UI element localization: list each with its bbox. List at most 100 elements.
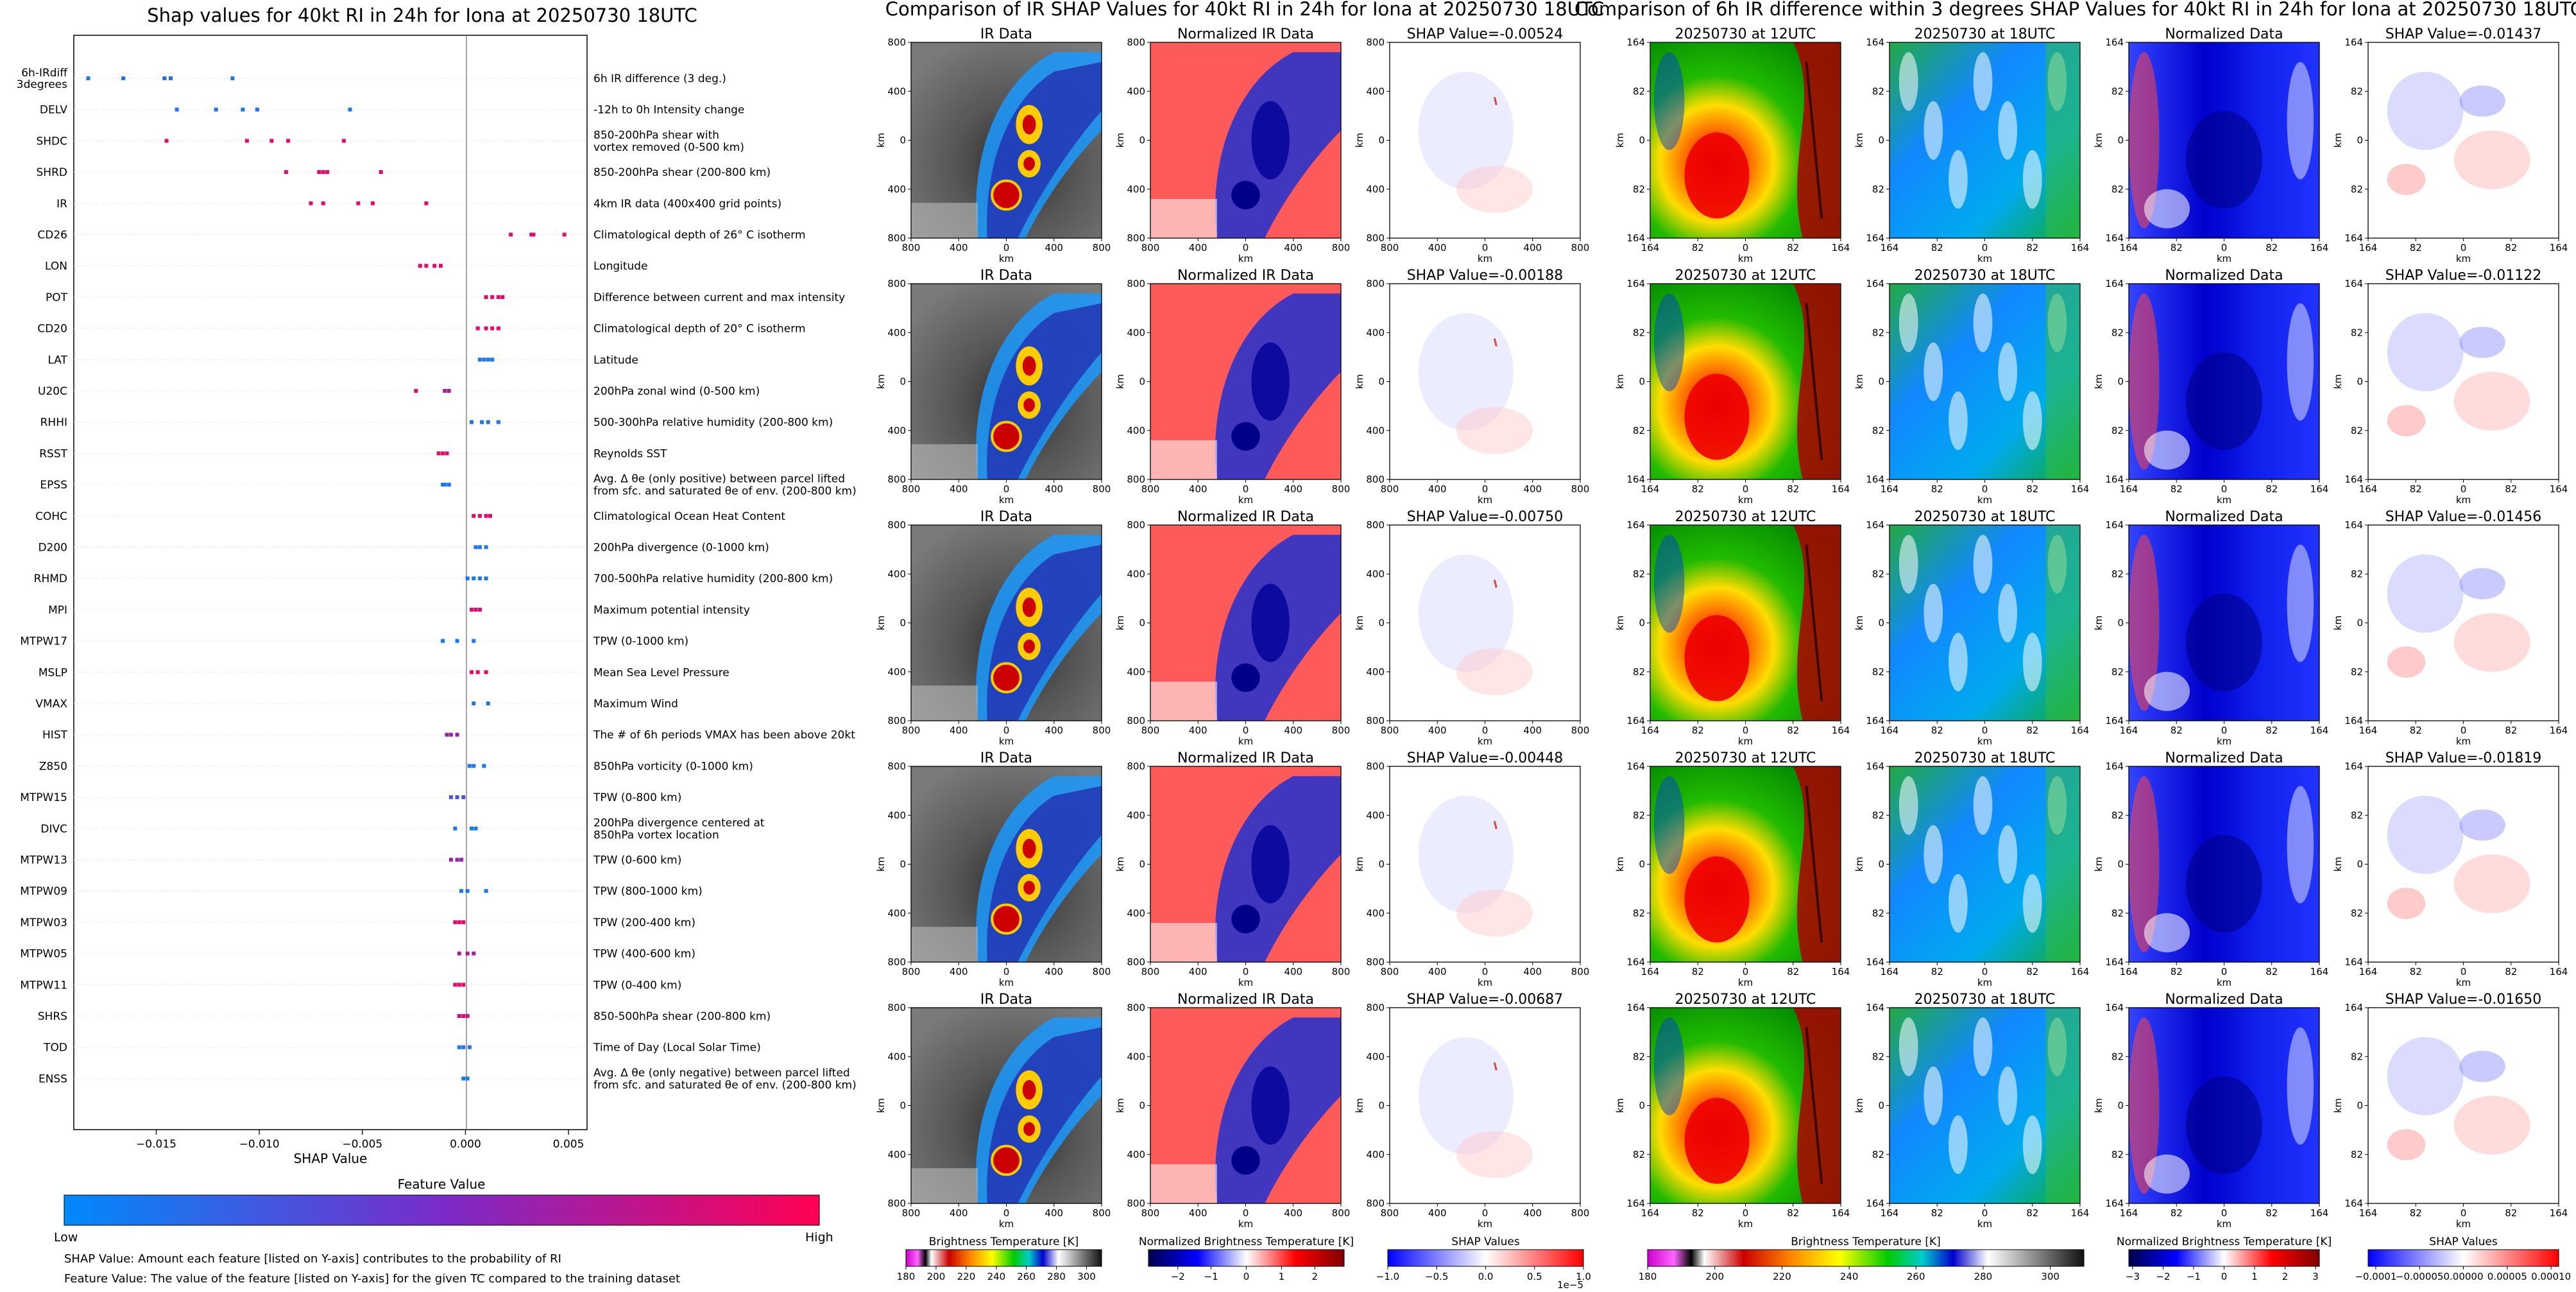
panel-title: 20250730 at 12UTC <box>1675 268 1816 284</box>
panel-title: Normalized IR Data <box>1177 992 1314 1008</box>
feature-description: from sfc. and saturated θe of env. (200-… <box>593 1079 857 1092</box>
panel-y-tick-label: 164 <box>2105 1198 2124 1209</box>
panel-x-tick-label: 82 <box>2171 966 2183 978</box>
panel-x-tick-label: 164 <box>2120 1207 2138 1219</box>
feature-description: 850-200hPa shear (200-800 km) <box>593 166 771 179</box>
feature-row: DELV -12h to 0h Intensity change <box>40 104 744 117</box>
panel-x-tick-label: 0 <box>2221 242 2228 254</box>
panel-y-tick-label: 82 <box>1872 1149 1884 1160</box>
feature-row: Z850 850hPa vorticity (0-1000 km) <box>39 760 753 773</box>
shap-point <box>473 545 478 549</box>
panel-y-tick-label: 400 <box>1127 568 1145 580</box>
panel-y-label: km <box>1354 616 1365 630</box>
feature-description: 850-200hPa shear with <box>593 129 719 142</box>
panel-title: IR Data <box>980 509 1032 525</box>
feature-description: 850hPa vorticity (0-1000 km) <box>593 760 753 773</box>
panel-title: Normalized Data <box>2165 750 2283 766</box>
colorbar-tick-label: 300 <box>1077 1271 1096 1282</box>
panel-x-tick-label: 800 <box>1093 966 1111 978</box>
shap-point <box>441 639 445 643</box>
panel-y-label: km <box>2093 857 2104 872</box>
panel-x-tick-label: 0 <box>1482 483 1488 495</box>
panel-x-tick-label: 0 <box>1982 725 1988 736</box>
panel-x-tick-label: 164 <box>2550 966 2568 978</box>
panel-x-label: km <box>1738 494 1753 506</box>
shap-point <box>477 357 482 362</box>
panel-y-tick-label: 0 <box>2117 617 2124 629</box>
panel-x-tick-label: 400 <box>1428 483 1447 495</box>
panel-title: Normalized Data <box>2165 26 2283 42</box>
panel-x-tick-label: 82 <box>2026 725 2038 736</box>
panel-y-tick-label: 164 <box>1626 278 1645 289</box>
panel-d18: 20250730 at 18UTC1641648282008282164164k… <box>1854 509 2089 747</box>
panel-x-label: km <box>1238 494 1253 506</box>
panel-nir: Normalized IR Data8008004004000040040080… <box>1114 750 1350 988</box>
panel-x-tick-label: 800 <box>1093 242 1111 254</box>
panel-y-tick-label: 400 <box>887 327 906 338</box>
panel-x-tick-label: 400 <box>1189 483 1207 495</box>
panel-image <box>1390 525 1580 721</box>
shap-point <box>448 857 453 862</box>
feature-row: CD20 Climatological depth of 20° C isothe… <box>37 323 805 336</box>
colorbar-tick-label: 180 <box>1639 1271 1657 1282</box>
panel-x-tick-label: 82 <box>2410 966 2422 978</box>
panel-y-tick-label: 82 <box>1872 568 1884 580</box>
panel-y-label: km <box>1354 133 1365 148</box>
summary-x-axis: −0.015 −0.010 −0.005 0.000 0.005 <box>136 1130 584 1151</box>
panel-y-tick-label: 800 <box>1366 519 1385 531</box>
feature-row: COHC Climatological Ocean Heat Content <box>35 510 785 523</box>
panel-y-tick-label: 82 <box>1633 327 1645 338</box>
panel-x-tick-label: 400 <box>1045 966 1063 978</box>
panel-y-label: km <box>2332 133 2344 148</box>
panel-y-tick-label: 400 <box>1366 184 1385 195</box>
shap-point <box>496 326 500 331</box>
panel-y-tick-label: 82 <box>2351 85 2363 97</box>
feature-name-label: RSST <box>39 447 67 460</box>
panel-y-label: km <box>1114 1098 1126 1113</box>
panel-dshap: SHAP Value=-0.01122164164828200828216416… <box>2332 268 2568 506</box>
panel-title: SHAP Value=-0.01122 <box>2385 268 2542 284</box>
panel-y-tick-label: 0 <box>1878 859 1884 870</box>
feature-name-label: SHDC <box>36 135 67 148</box>
panel-x-tick-label: 164 <box>2071 1207 2090 1219</box>
panel-y-tick-label: 800 <box>1127 474 1145 485</box>
feature-row: MTPW03 TPW (200-400 km) <box>20 917 695 929</box>
panel-title: Normalized Data <box>2165 509 2283 525</box>
feature-name-label: SHRD <box>37 166 67 179</box>
colorbar-label: Normalized Brightness Temperature [K] <box>2117 1236 2332 1248</box>
panel-x-tick-label: 0 <box>1482 966 1488 978</box>
panel-title: 20250730 at 12UTC <box>1675 509 1816 525</box>
shap-point <box>484 513 488 518</box>
feature-row: MTPW17 TPW (0-1000 km) <box>20 635 688 648</box>
panel-x-label: km <box>2217 494 2231 506</box>
panel-y-tick-label: 0 <box>900 135 906 146</box>
shap-point <box>465 951 470 956</box>
panel-x-tick-label: 400 <box>1284 242 1302 254</box>
panel-x-label: km <box>1238 1218 1253 1230</box>
panel-y-tick-label: 400 <box>1366 327 1385 338</box>
colorbar: SHAP Values −1.0 −0.5 0.0 0.5 1.01e−5 <box>1376 1236 1591 1291</box>
panel-x-tick-label: 0 <box>1743 1207 1749 1219</box>
summary-title: Shap values for 40kt RI in 24h for Iona … <box>147 4 697 26</box>
panel-x-tick-label: 0 <box>1003 966 1010 978</box>
x-tick-label: −0.010 <box>239 1138 280 1151</box>
panel-y-tick-label: 400 <box>1127 1149 1145 1160</box>
panel-x-tick-label: 0 <box>2461 1207 2467 1219</box>
feature-name-label: Z850 <box>39 760 67 773</box>
panel-x-tick-label: 800 <box>902 966 921 978</box>
shap-point <box>461 795 466 800</box>
panel-y-tick-label: 0 <box>1639 135 1645 146</box>
panel-y-tick-label: 400 <box>1366 1051 1385 1062</box>
panel-x-tick-label: 164 <box>1832 242 1850 254</box>
panel-x-tick-label: 400 <box>1189 966 1207 978</box>
panel-x-tick-label: 0 <box>1482 725 1488 736</box>
panel-y-label: km <box>875 374 887 389</box>
panel-y-label: km <box>1854 1098 1865 1113</box>
shap-point <box>477 607 482 612</box>
colorbar-label: Brightness Temperature [K] <box>929 1236 1079 1248</box>
shap-point <box>448 795 453 800</box>
panel-x-tick-label: 0 <box>1003 242 1010 254</box>
colorbar-tick-label: 0 <box>1243 1271 1250 1282</box>
